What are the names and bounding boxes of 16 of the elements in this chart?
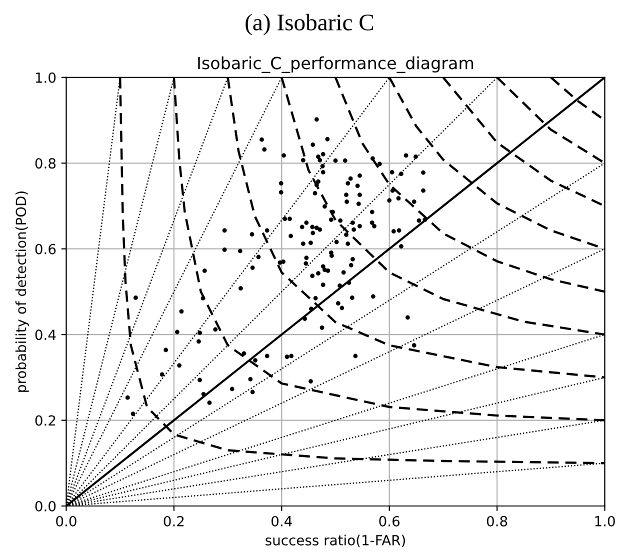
text: (a) Isobaric C <box>246 14 374 36</box>
x-tick-label: 0.8 <box>486 516 508 526</box>
y-tick-label: 1.0 <box>36 72 56 83</box>
y-axis-title: probability of detection(POD) <box>15 192 29 392</box>
x-tick-label: 0.4 <box>272 516 292 526</box>
x-axis-title: success ratio(1-FAR) <box>266 534 405 548</box>
y-tick-label: 0.4 <box>35 330 56 340</box>
x-tick-label: 1.0 <box>595 516 615 526</box>
chart-title: Isobaric_C_performance_diagram <box>198 56 474 74</box>
y-tick-label: 0.2 <box>35 415 56 426</box>
x-tick-label: 0.0 <box>56 516 76 526</box>
x-tick-label: 0.6 <box>379 516 400 526</box>
y-tick-label: 0.0 <box>35 500 56 512</box>
y-tick-label: 0.6 <box>35 244 56 254</box>
y-tick-label: 0.8 <box>35 158 56 169</box>
x-tick-label: 0.2 <box>164 516 184 526</box>
